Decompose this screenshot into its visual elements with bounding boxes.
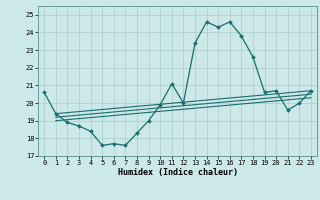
X-axis label: Humidex (Indice chaleur): Humidex (Indice chaleur) (118, 168, 238, 177)
